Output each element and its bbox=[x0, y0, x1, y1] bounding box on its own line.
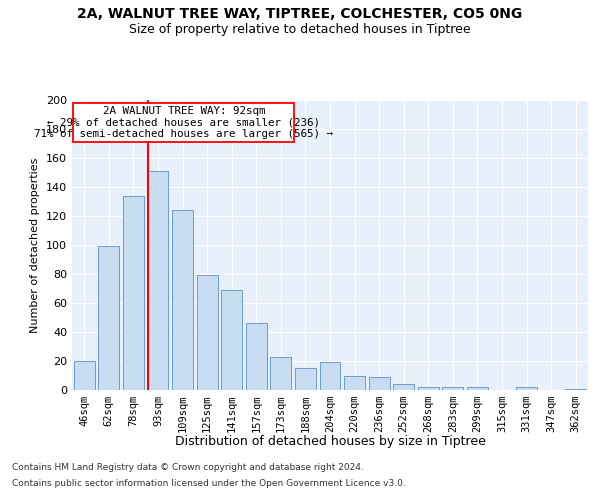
Text: 2A WALNUT TREE WAY: 92sqm: 2A WALNUT TREE WAY: 92sqm bbox=[103, 106, 265, 116]
Bar bbox=[320, 362, 340, 390]
Bar bbox=[98, 246, 119, 390]
Bar bbox=[467, 387, 488, 390]
Bar bbox=[516, 387, 537, 390]
Text: Size of property relative to detached houses in Tiptree: Size of property relative to detached ho… bbox=[129, 22, 471, 36]
Text: Distribution of detached houses by size in Tiptree: Distribution of detached houses by size … bbox=[175, 435, 485, 448]
Bar bbox=[442, 387, 463, 390]
Bar bbox=[221, 290, 242, 390]
Bar bbox=[172, 210, 193, 390]
Text: 2A, WALNUT TREE WAY, TIPTREE, COLCHESTER, CO5 0NG: 2A, WALNUT TREE WAY, TIPTREE, COLCHESTER… bbox=[77, 8, 523, 22]
Bar bbox=[271, 356, 292, 390]
Bar bbox=[368, 377, 389, 390]
Text: ← 29% of detached houses are smaller (236): ← 29% of detached houses are smaller (23… bbox=[47, 118, 320, 128]
Text: Contains public sector information licensed under the Open Government Licence v3: Contains public sector information licen… bbox=[12, 478, 406, 488]
Text: Contains HM Land Registry data © Crown copyright and database right 2024.: Contains HM Land Registry data © Crown c… bbox=[12, 464, 364, 472]
Bar bbox=[148, 171, 169, 390]
Bar bbox=[565, 388, 586, 390]
Bar bbox=[123, 196, 144, 390]
Bar bbox=[295, 368, 316, 390]
Bar bbox=[418, 387, 439, 390]
Bar bbox=[344, 376, 365, 390]
Bar bbox=[197, 276, 218, 390]
Bar bbox=[74, 361, 95, 390]
Bar bbox=[393, 384, 414, 390]
Bar bbox=[246, 324, 267, 390]
FancyBboxPatch shape bbox=[73, 103, 295, 142]
Y-axis label: Number of detached properties: Number of detached properties bbox=[31, 158, 40, 332]
Text: 71% of semi-detached houses are larger (565) →: 71% of semi-detached houses are larger (… bbox=[34, 129, 334, 139]
